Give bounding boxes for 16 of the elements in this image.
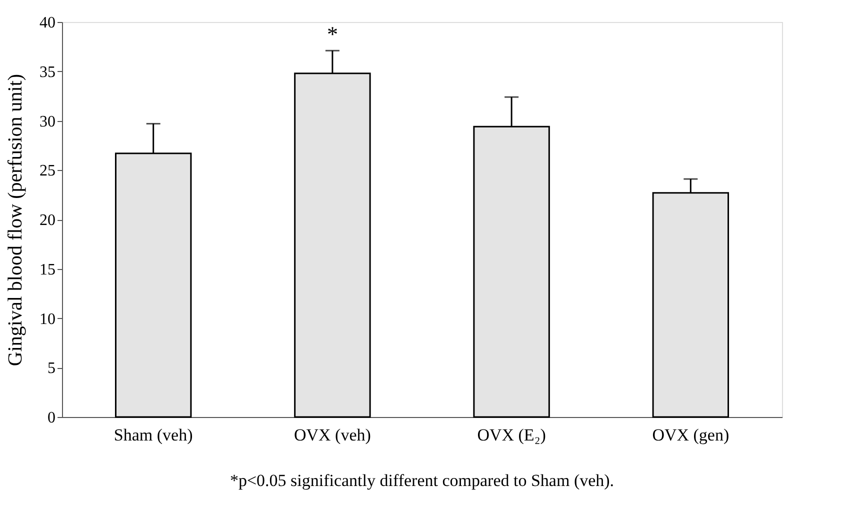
text: *p<0.05 significantly different compared to Sham (veh). xyxy=(230,471,614,490)
x-tick-label: OVX (gen) xyxy=(652,426,730,444)
y-tick-label: 20 xyxy=(40,212,56,229)
annotation: * xyxy=(326,22,338,47)
y-tick-label: 5 xyxy=(48,360,56,378)
y-tick-label: 15 xyxy=(40,261,56,278)
x-tick-label: Sham (veh) xyxy=(114,426,193,444)
x-tick-label: OVX (veh) xyxy=(294,426,371,444)
y-tick-label: 30 xyxy=(40,113,56,130)
y-tick-label: 40 xyxy=(40,14,56,32)
y-axis-title: Gingival blood flow (perfusion unit) xyxy=(4,74,26,366)
x-tick-label: OVX (E₂) xyxy=(477,426,546,444)
y-tick-label: 10 xyxy=(40,310,56,328)
y-tick-label: 0 xyxy=(48,410,56,426)
y-tick-label: 35 xyxy=(40,64,56,81)
y-tick-label: 25 xyxy=(40,162,56,180)
